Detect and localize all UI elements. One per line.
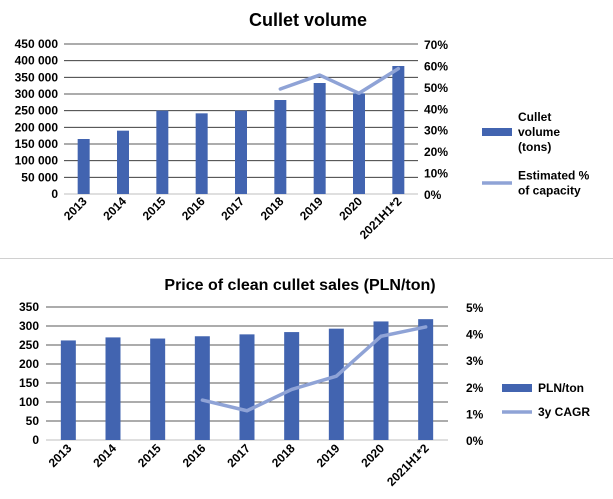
y-tick-label: 50 (26, 414, 40, 428)
y2-tick-label: 20% (424, 145, 448, 159)
y2-tick-label: 60% (424, 59, 448, 73)
bar (194, 336, 210, 440)
x-tick-label: 2014 (100, 194, 129, 223)
bar (77, 139, 90, 194)
x-tick-label: 2018 (269, 441, 298, 470)
y-tick-label: 100 (19, 395, 39, 409)
x-tick-label: 2015 (140, 194, 169, 223)
cullet-price-chart: Price of clean cullet sales (PLN/ton) 0 5… (19, 277, 590, 489)
y-tick-label: 250 000 (15, 104, 59, 118)
bar (150, 338, 166, 440)
chart-title: Price of clean cullet sales (PLN/ton) (164, 277, 435, 294)
y-tick-label: 450 000 (15, 37, 59, 51)
x-tick-label: 2013 (61, 194, 90, 223)
line-series (278, 66, 401, 96)
y-tick-label: 150 (19, 376, 39, 390)
y-tick-label: 350 000 (15, 70, 59, 84)
chart-divider (0, 258, 613, 259)
legend-label: Cullet (518, 110, 551, 124)
bar (60, 340, 76, 440)
bar (284, 332, 300, 440)
y-tick-label: 300 000 (15, 87, 59, 101)
x-tick-label: 2020 (336, 194, 365, 223)
bar (313, 83, 326, 194)
x-tick-label: 2017 (224, 441, 253, 470)
bar (392, 66, 405, 194)
bar (418, 319, 434, 440)
chart-title: Cullet volume (249, 10, 367, 30)
y-tick-label: 300 (19, 319, 39, 333)
bar (353, 93, 365, 194)
y-tick-label: 200 (19, 357, 39, 371)
x-tick-label: 2020 (358, 441, 387, 470)
y2-tick-label: 10% (424, 167, 448, 181)
y2-tick-label: 1% (466, 407, 484, 421)
y2-tick-label: 2% (466, 381, 484, 395)
x-tick-label: 2019 (297, 194, 326, 223)
bar (105, 337, 121, 440)
y-tick-label: 0 (51, 187, 58, 201)
legend-label: Estimated % (518, 169, 590, 183)
legend-label: 3y CAGR (538, 405, 590, 419)
bar (239, 334, 255, 440)
bar (156, 110, 169, 194)
y2-tick-label: 0% (424, 188, 442, 202)
y2-tick-label: 30% (424, 124, 448, 138)
x-tick-label: 2021H1*2 (357, 194, 405, 242)
legend-label: volume (518, 125, 560, 139)
y-tick-label: 350 (19, 300, 39, 314)
bar (195, 113, 208, 194)
bar (373, 321, 389, 440)
y2-tick-label: 4% (466, 328, 484, 342)
cullet-volume-chart: Cullet volume 0 50 000 100 000 150 000 200 0… (15, 10, 590, 242)
y-tick-label: 150 000 (15, 137, 59, 151)
legend-swatch-bar (482, 128, 512, 136)
bar (235, 110, 247, 194)
y-tick-label: 200 000 (15, 120, 59, 134)
y-tick-label: 50 000 (21, 170, 58, 184)
y-tick-label: 0 (32, 433, 39, 447)
x-tick-label: 2021H1*2 (384, 441, 432, 489)
y-tick-label: 250 (19, 338, 39, 352)
x-tick-label: 2014 (90, 441, 119, 470)
bar (328, 328, 344, 440)
bar (274, 100, 287, 194)
x-tick-label: 2019 (314, 441, 343, 470)
y2-tick-label: 3% (466, 354, 484, 368)
x-tick-label: 2016 (179, 194, 208, 223)
y-tick-label: 400 000 (15, 54, 59, 68)
x-tick-label: 2016 (180, 441, 209, 470)
x-tick-label: 2015 (135, 441, 164, 470)
legend-swatch-bar (502, 384, 532, 392)
bar (117, 130, 129, 194)
y2-tick-label: 70% (424, 38, 448, 52)
x-tick-label: 2018 (258, 194, 287, 223)
legend-label: PLN/ton (538, 381, 584, 395)
y-tick-label: 100 000 (15, 154, 59, 168)
x-tick-label: 2013 (46, 441, 75, 470)
x-tick-label: 2017 (218, 194, 247, 223)
line-series (200, 325, 428, 413)
y2-tick-label: 40% (424, 102, 448, 116)
y2-tick-label: 0% (466, 434, 484, 448)
y2-tick-label: 50% (424, 81, 448, 95)
legend-label: of capacity (518, 184, 581, 198)
legend-label: (tons) (518, 140, 551, 154)
y2-tick-label: 5% (466, 301, 484, 315)
